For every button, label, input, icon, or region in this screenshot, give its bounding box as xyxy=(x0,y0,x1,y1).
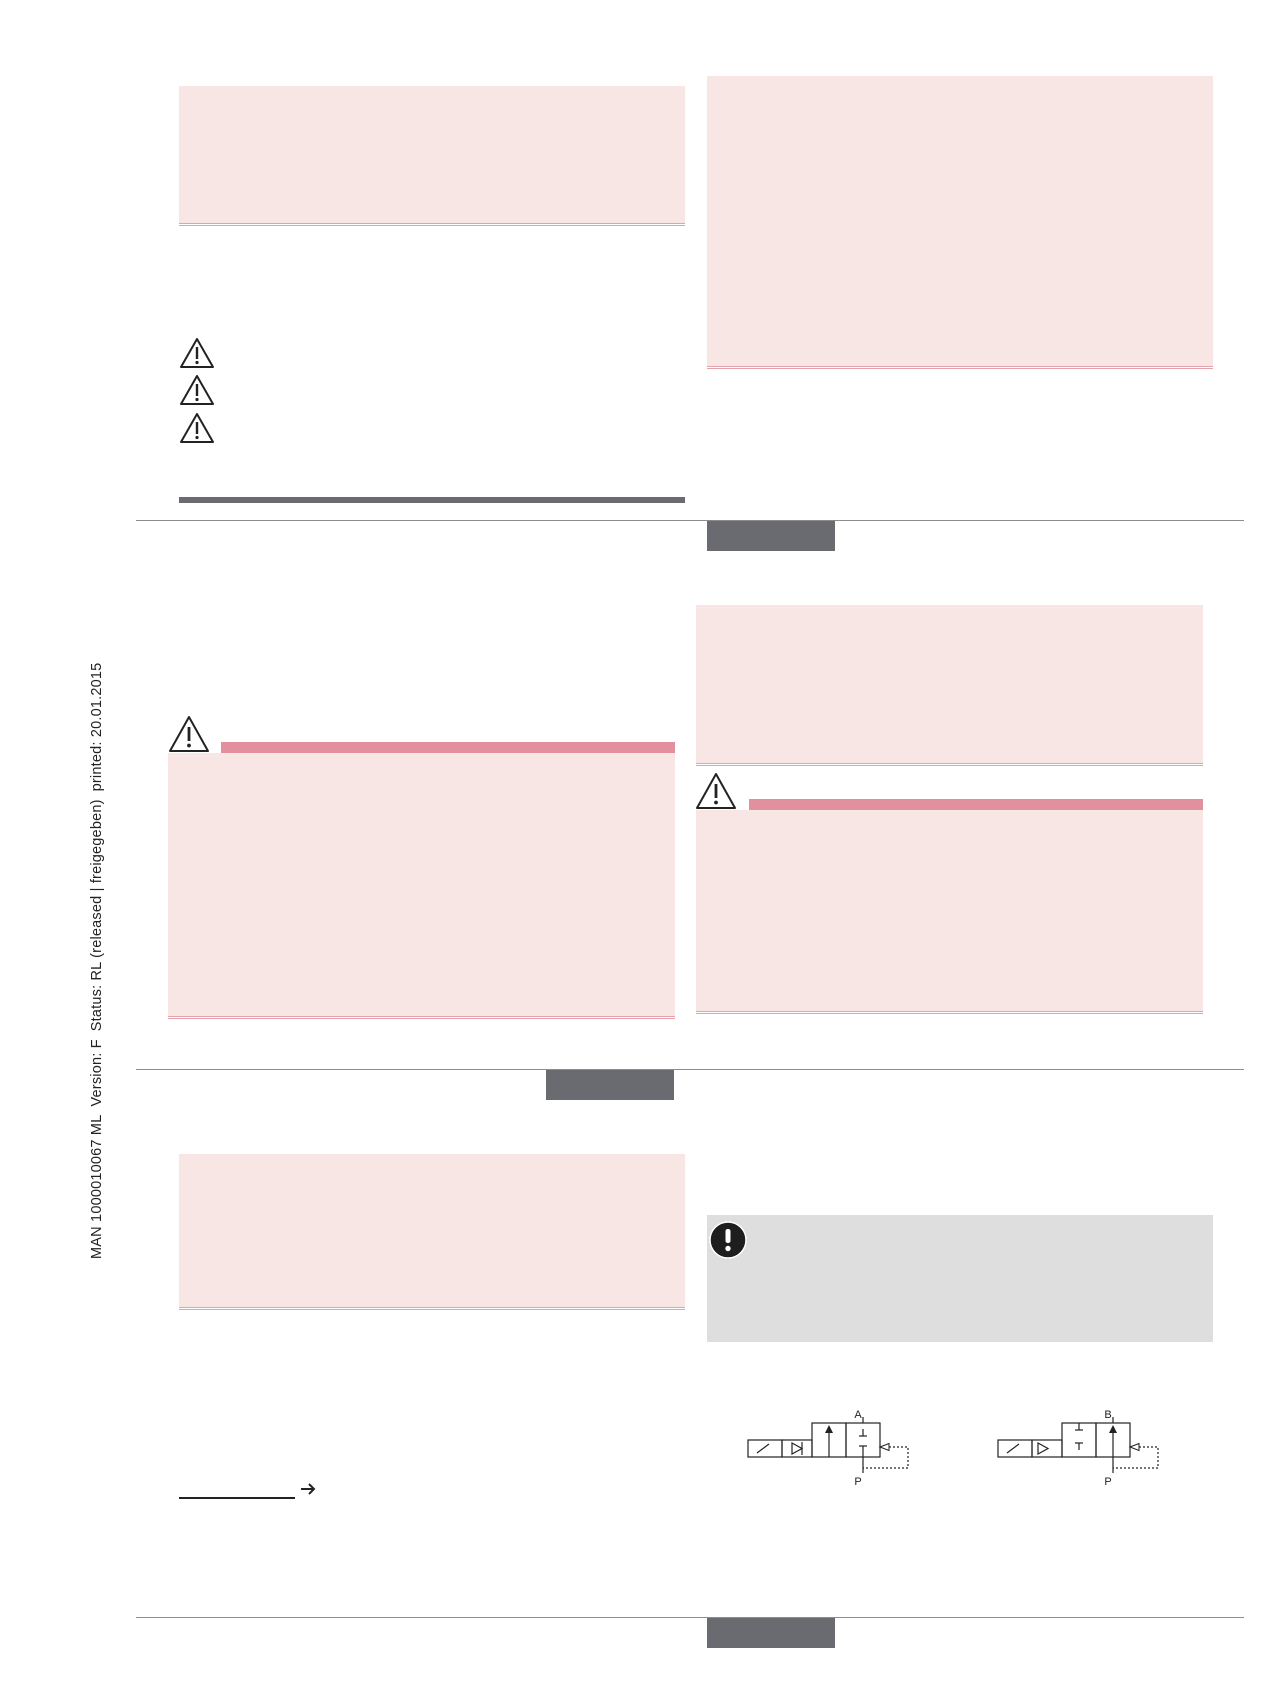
port-label-top: A xyxy=(854,1409,862,1421)
note-box-bottom-left xyxy=(179,1154,685,1307)
doc-version: Version: F xyxy=(89,1039,105,1107)
link-underline xyxy=(179,1497,295,1499)
valve-schematic-right: B P xyxy=(995,1405,1175,1500)
warning-box-left-rule xyxy=(168,1016,675,1019)
warning-header-bar xyxy=(749,799,1203,810)
note-box-top-right xyxy=(707,76,1213,366)
page-divider xyxy=(136,1617,1244,1618)
page-divider xyxy=(136,520,1244,521)
warning-triangle-icon xyxy=(695,772,737,810)
warning-triangle-icon xyxy=(168,715,210,753)
valve-schematic-left: A P xyxy=(745,1405,925,1500)
warning-triangle-icon xyxy=(179,374,215,406)
port-label-bottom: P xyxy=(854,1476,861,1488)
section-tab xyxy=(707,1618,835,1648)
doc-status: Status: RL (released | freigegeben) xyxy=(89,799,105,1032)
note-box-mid-right xyxy=(696,605,1203,763)
info-box xyxy=(707,1215,1213,1342)
right-arrow-icon xyxy=(299,1481,317,1497)
doc-printed: printed: 20.01.2015 xyxy=(89,662,105,792)
note-box-top-right-rule xyxy=(707,366,1213,369)
section-tab xyxy=(707,521,835,551)
note-box-mid-right-rule xyxy=(696,763,1203,766)
warning-header-bar xyxy=(221,742,675,753)
page-divider xyxy=(136,1069,1244,1070)
port-label-bottom: P xyxy=(1104,1476,1111,1488)
section-end-bar xyxy=(179,497,685,503)
warning-box-left xyxy=(168,753,675,1016)
exclamation-circle-icon xyxy=(708,1220,748,1260)
note-box-top-left-rule xyxy=(179,223,685,226)
warning-triangle-icon xyxy=(179,337,215,369)
note-box-bottom-left-rule xyxy=(179,1307,685,1310)
warning-box-right-rule xyxy=(696,1011,1203,1014)
port-label-top: B xyxy=(1104,1409,1111,1421)
doc-id: MAN 1000010067 ML xyxy=(89,1114,105,1259)
warning-box-right xyxy=(696,810,1203,1011)
note-box-top-left xyxy=(179,86,685,224)
section-tab xyxy=(546,1070,674,1100)
side-margin-text: MAN 1000010067 ML Version: F Status: RL (r… xyxy=(89,655,105,1259)
warning-triangle-icon xyxy=(179,412,215,444)
